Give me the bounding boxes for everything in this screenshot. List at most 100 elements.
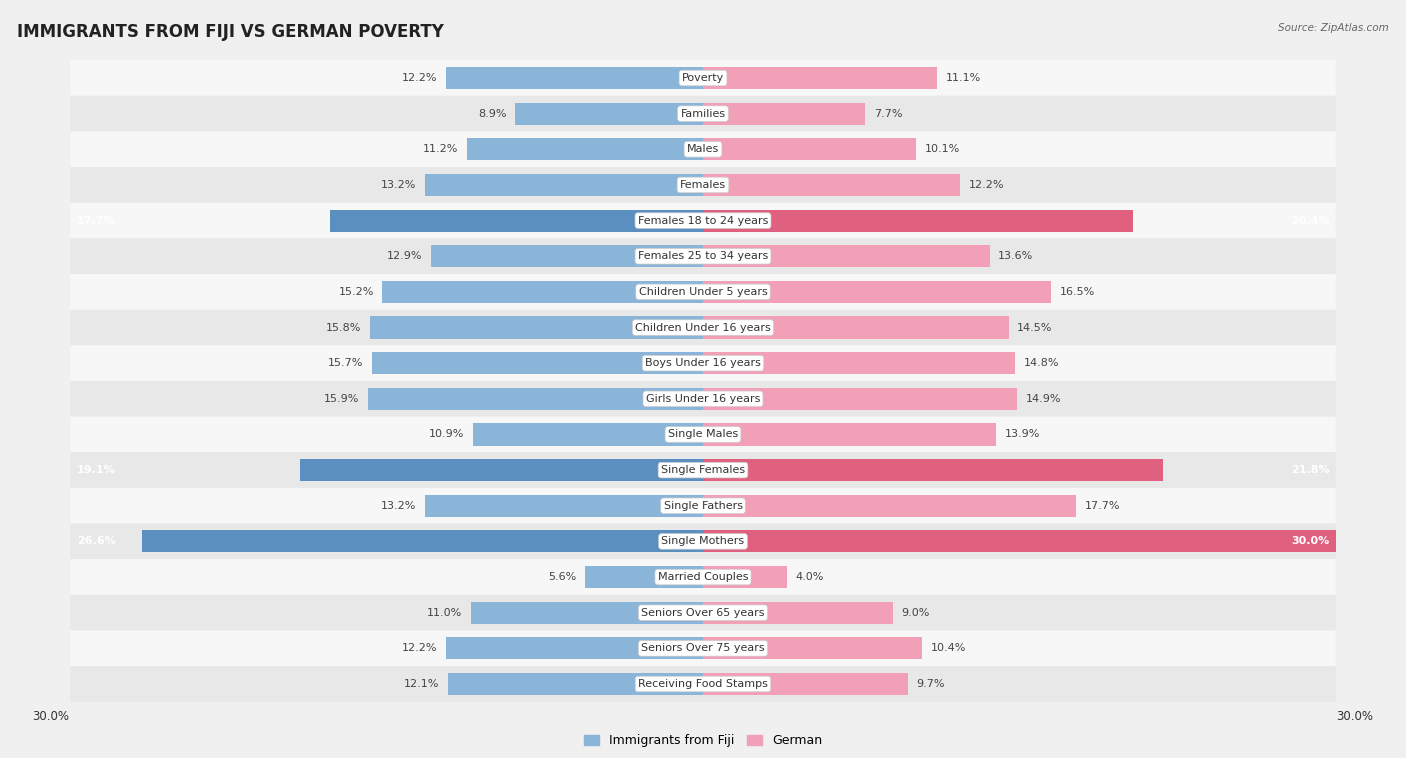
FancyBboxPatch shape [70,417,1336,453]
Bar [703,317,1010,339]
Bar [703,637,922,659]
Text: 10.4%: 10.4% [931,644,966,653]
Bar [703,209,1133,232]
Bar [703,673,908,695]
FancyBboxPatch shape [70,310,1336,346]
Bar [467,138,703,161]
Bar [703,459,1163,481]
Text: 4.0%: 4.0% [796,572,824,582]
Text: 17.7%: 17.7% [77,215,115,226]
Text: 8.9%: 8.9% [478,108,508,119]
FancyBboxPatch shape [70,131,1336,167]
Text: Poverty: Poverty [682,73,724,83]
Text: 11.1%: 11.1% [945,73,981,83]
Text: Single Males: Single Males [668,430,738,440]
FancyBboxPatch shape [70,274,1336,310]
Bar [703,352,1015,374]
Bar [368,388,703,410]
Text: 13.6%: 13.6% [998,251,1033,262]
Text: 20.4%: 20.4% [1291,215,1330,226]
Text: 12.9%: 12.9% [387,251,422,262]
Text: Children Under 5 years: Children Under 5 years [638,287,768,297]
Text: 13.2%: 13.2% [381,501,416,511]
Bar [703,281,1052,303]
FancyBboxPatch shape [70,96,1336,131]
Text: 17.7%: 17.7% [1084,501,1121,511]
Text: 5.6%: 5.6% [548,572,576,582]
Text: Single Mothers: Single Mothers [661,537,745,547]
Text: Males: Males [688,144,718,155]
Text: 11.2%: 11.2% [423,144,458,155]
Text: Single Females: Single Females [661,465,745,475]
Text: 14.5%: 14.5% [1018,323,1053,333]
FancyBboxPatch shape [70,488,1336,524]
Text: 12.2%: 12.2% [402,73,437,83]
Text: Receiving Food Stamps: Receiving Food Stamps [638,679,768,689]
Bar [703,424,997,446]
Bar [703,174,960,196]
Bar [585,566,703,588]
FancyBboxPatch shape [70,559,1336,595]
Text: 15.2%: 15.2% [339,287,374,297]
Text: 14.8%: 14.8% [1024,359,1059,368]
Bar [329,209,703,232]
Bar [446,67,703,89]
Bar [425,174,703,196]
Text: Source: ZipAtlas.com: Source: ZipAtlas.com [1278,23,1389,33]
Bar [703,531,1336,553]
Bar [446,637,703,659]
Text: 10.9%: 10.9% [429,430,464,440]
Text: Girls Under 16 years: Girls Under 16 years [645,394,761,404]
Text: Females 25 to 34 years: Females 25 to 34 years [638,251,768,262]
FancyBboxPatch shape [70,453,1336,488]
Legend: Immigrants from Fiji, German: Immigrants from Fiji, German [579,729,827,753]
FancyBboxPatch shape [70,381,1336,417]
Bar [703,245,990,268]
Text: 15.9%: 15.9% [323,394,360,404]
FancyBboxPatch shape [70,346,1336,381]
Bar [142,531,703,553]
Text: 13.9%: 13.9% [1004,430,1040,440]
Bar [449,673,703,695]
Text: 14.9%: 14.9% [1026,394,1062,404]
Text: Seniors Over 65 years: Seniors Over 65 years [641,608,765,618]
Bar [425,495,703,517]
Text: 12.1%: 12.1% [404,679,439,689]
Text: 15.8%: 15.8% [326,323,361,333]
Text: Single Fathers: Single Fathers [664,501,742,511]
Bar [515,102,703,125]
Text: IMMIGRANTS FROM FIJI VS GERMAN POVERTY: IMMIGRANTS FROM FIJI VS GERMAN POVERTY [17,23,444,41]
FancyBboxPatch shape [70,524,1336,559]
Bar [382,281,703,303]
Text: 30.0%: 30.0% [1291,537,1330,547]
Text: Females: Females [681,180,725,190]
Text: Married Couples: Married Couples [658,572,748,582]
Bar [703,495,1077,517]
Text: 26.6%: 26.6% [77,537,115,547]
Text: Females 18 to 24 years: Females 18 to 24 years [638,215,768,226]
Text: 12.2%: 12.2% [969,180,1004,190]
Text: 10.1%: 10.1% [925,144,960,155]
Bar [703,388,1018,410]
Bar [703,67,936,89]
FancyBboxPatch shape [70,203,1336,239]
Bar [371,352,703,374]
Text: 21.8%: 21.8% [1291,465,1330,475]
Text: 19.1%: 19.1% [77,465,115,475]
FancyBboxPatch shape [70,167,1336,203]
Text: Seniors Over 75 years: Seniors Over 75 years [641,644,765,653]
Bar [472,424,703,446]
Text: Children Under 16 years: Children Under 16 years [636,323,770,333]
Text: Boys Under 16 years: Boys Under 16 years [645,359,761,368]
Text: Families: Families [681,108,725,119]
Text: 11.0%: 11.0% [427,608,463,618]
FancyBboxPatch shape [70,666,1336,702]
Text: 15.7%: 15.7% [328,359,363,368]
Bar [301,459,703,481]
Bar [432,245,703,268]
FancyBboxPatch shape [70,631,1336,666]
Text: 9.7%: 9.7% [917,679,945,689]
FancyBboxPatch shape [70,239,1336,274]
Text: 30.0%: 30.0% [32,709,69,722]
FancyBboxPatch shape [70,60,1336,96]
